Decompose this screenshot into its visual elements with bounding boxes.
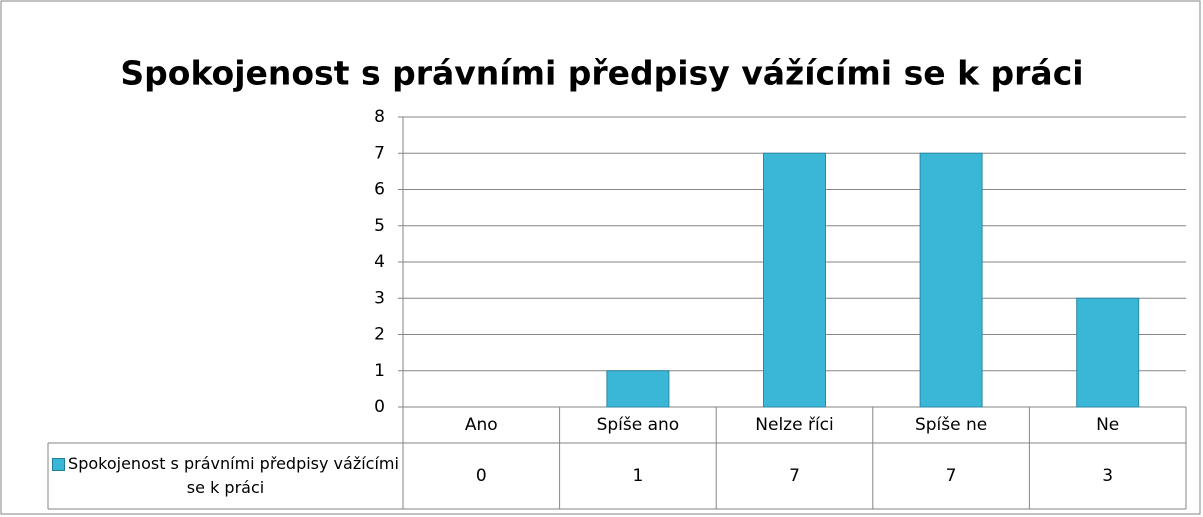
y-tick-label: 0	[374, 397, 385, 417]
x-tick-label: Ano	[465, 415, 498, 435]
bar-group	[606, 370, 670, 408]
y-tick-label: 7	[374, 143, 385, 163]
x-tick-label: Ne	[1096, 415, 1119, 435]
x-tick-label: Spíše ano	[597, 415, 680, 435]
legend-text-wrap: Spokojenost s právními předpisy vážícími…	[50, 452, 401, 500]
y-tick-label: 1	[374, 361, 385, 381]
legend-key	[52, 458, 66, 471]
bar	[606, 370, 670, 408]
bar-group	[1076, 297, 1140, 408]
x-tick-label: Spíše ne	[915, 415, 987, 435]
legend-label: Spokojenost s právními předpisy vážícími…	[68, 454, 399, 497]
table-value: 3	[1102, 466, 1113, 486]
chart-title: Spokojenost s právními předpisy vážícími…	[120, 54, 1083, 93]
bar	[1076, 297, 1140, 408]
y-tick-label: 5	[374, 216, 385, 236]
bar	[763, 152, 826, 408]
bar-group	[763, 152, 826, 408]
bar	[919, 152, 983, 408]
table-value: 7	[789, 466, 800, 486]
x-tick-label: Nelze říci	[755, 415, 833, 435]
table-value: 7	[946, 466, 957, 486]
y-tick-label: 6	[374, 180, 385, 200]
legend-cell: Spokojenost s právními předpisy vážícími…	[50, 444, 401, 508]
table-value: 1	[632, 466, 643, 486]
y-tick-label: 2	[374, 325, 385, 345]
y-tick-label: 3	[374, 288, 385, 308]
table-value: 0	[476, 466, 487, 486]
y-tick-label: 4	[374, 252, 385, 272]
bar-group	[919, 152, 983, 408]
legend-entry: Spokojenost s právními předpisy vážícími…	[50, 444, 401, 508]
y-tick-label: 8	[374, 107, 385, 127]
